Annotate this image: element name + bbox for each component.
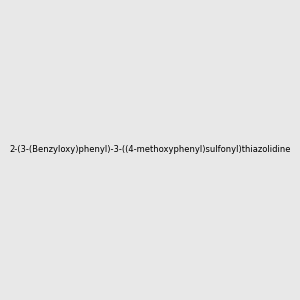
Text: 2-(3-(Benzyloxy)phenyl)-3-((4-methoxyphenyl)sulfonyl)thiazolidine: 2-(3-(Benzyloxy)phenyl)-3-((4-methoxyphe… xyxy=(9,146,291,154)
